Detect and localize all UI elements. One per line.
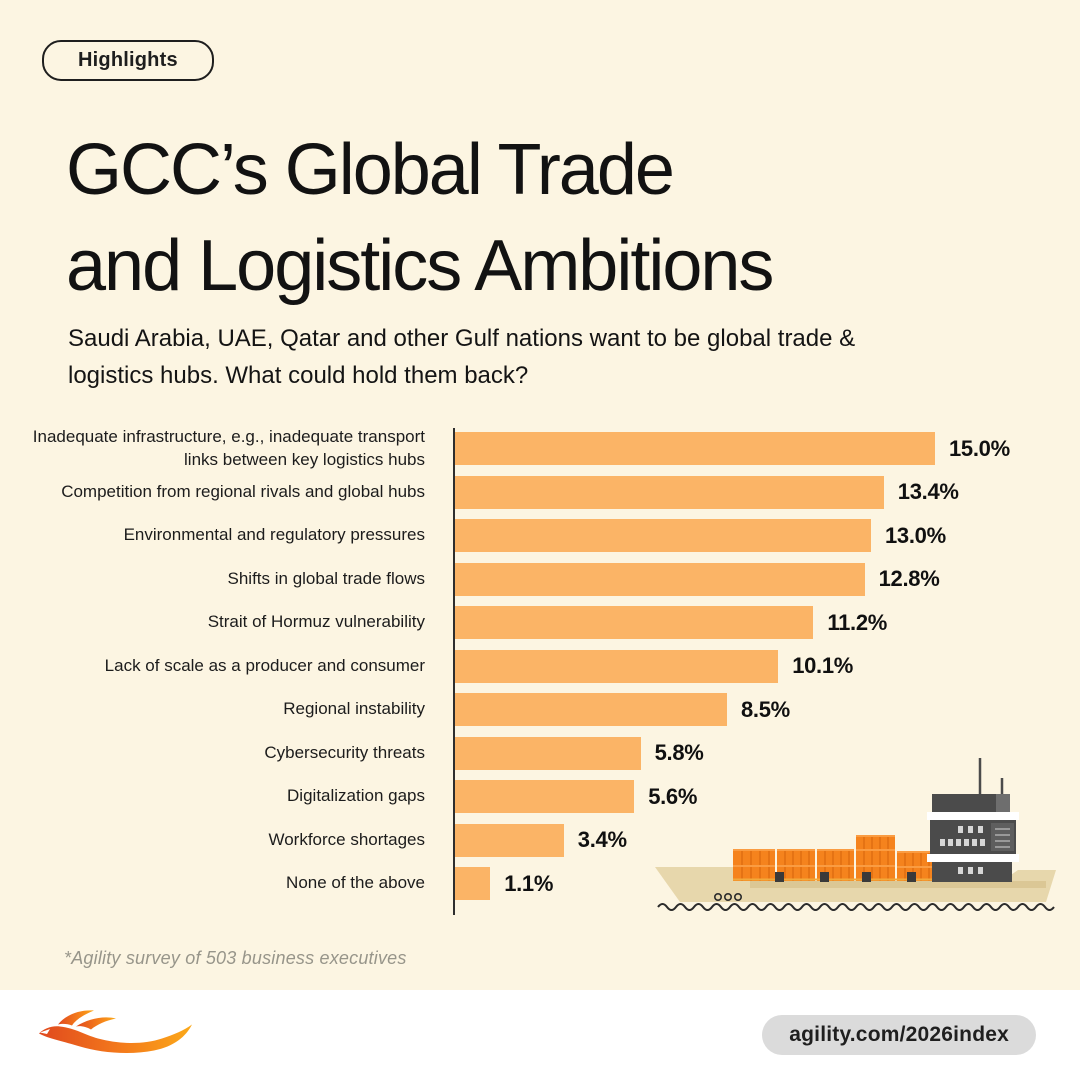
category-label: Digitalization gaps [287,786,425,806]
chart-row: None of the above 1.1% [0,867,1080,900]
category-label: Shifts in global trade flows [227,568,426,588]
page-title-line-1: GCC’s Global Trade [66,130,675,210]
url-badge-label: agility.com/2026index [789,1023,1009,1046]
ship-superstructure [927,794,1019,882]
bar-chart: Inadequate infrastructure, e.g., inadequ… [0,427,1080,900]
page-subtitle: Saudi Arabia, UAE, Qatar and other Gulf … [68,325,856,389]
bar [455,780,635,813]
category-label: Competition from regional rivals and glo… [61,481,425,501]
bar [455,867,491,900]
category-label: None of the above [286,873,425,893]
survey-footnote: *Agility survey of 503 business executiv… [64,948,407,968]
highlights-badge: Highlights [42,40,214,81]
value-label: 13.4% [897,479,959,504]
category-label: Lack of scale as a producer and consumer [104,655,425,675]
value-label: 3.4% [577,827,627,852]
ship-containers [733,835,935,881]
category-label: Cybersecurity threats [264,742,425,762]
cargo-ship-illustration [655,758,1056,911]
category-label: Inadequate infrastructure, e.g., inadequ… [32,427,425,469]
waterline-wave [657,903,1055,911]
value-label: 1.1% [504,870,554,896]
category-label: Workforce shortages [268,829,425,849]
value-label: 8.5% [741,696,790,722]
value-label: 15.0% [949,435,1010,461]
bar [455,823,564,857]
value-label: 10.1% [792,653,854,678]
chart-row: Inadequate infrastructure, e.g., inadequ… [0,427,1080,468]
chart-row: Shifts in global trade flows 12.8% [0,562,1080,596]
value-label: 11.2% [827,609,888,635]
category-label: Environmental and regulatory pressures [123,525,425,545]
bar [455,606,814,639]
value-label: 5.6% [648,783,698,809]
value-label: 5.8% [654,740,704,765]
chart-row: Cybersecurity threats 5.8% [0,736,1080,770]
chart-axis [453,428,455,915]
chart-row: Lack of scale as a producer and consumer… [0,649,1080,683]
bar [455,562,865,596]
category-label: Strait of Hormuz vulnerability [207,612,425,632]
bar [455,693,727,726]
page-title: GCC’s Global Trade and Logistics Ambitio… [66,122,774,314]
page-title-line-2: and Logistics Ambitions [66,226,774,306]
bar [455,649,779,683]
ship-windows [940,826,985,846]
bar [455,432,935,465]
chart-row: Digitalization gaps 5.6% [0,780,1080,813]
chart-row: Workforce shortages 3.4% [0,823,1080,857]
chart-row: Strait of Hormuz vulnerability 11.2% [0,606,1080,639]
url-badge[interactable]: agility.com/2026index [762,1015,1036,1055]
highlights-badge-label: Highlights [78,49,178,71]
ship-deck-shade [750,881,1046,888]
category-label: Regional instability [283,699,425,719]
bar [455,519,871,552]
chart-row: Regional instability 8.5% [0,693,1080,726]
ship-portholes [714,893,743,902]
footer-bar: agility.com/2026index [0,990,1080,1080]
chart-row: Competition from regional rivals and glo… [0,475,1080,509]
bar [455,475,884,509]
phoenix-swoosh-icon [39,1010,192,1054]
value-label: 12.8% [878,566,940,591]
chart-row: Environmental and regulatory pressures 13… [0,519,1080,552]
agility-logo [39,1010,192,1054]
bar [455,736,641,770]
value-label: 13.0% [885,522,946,548]
